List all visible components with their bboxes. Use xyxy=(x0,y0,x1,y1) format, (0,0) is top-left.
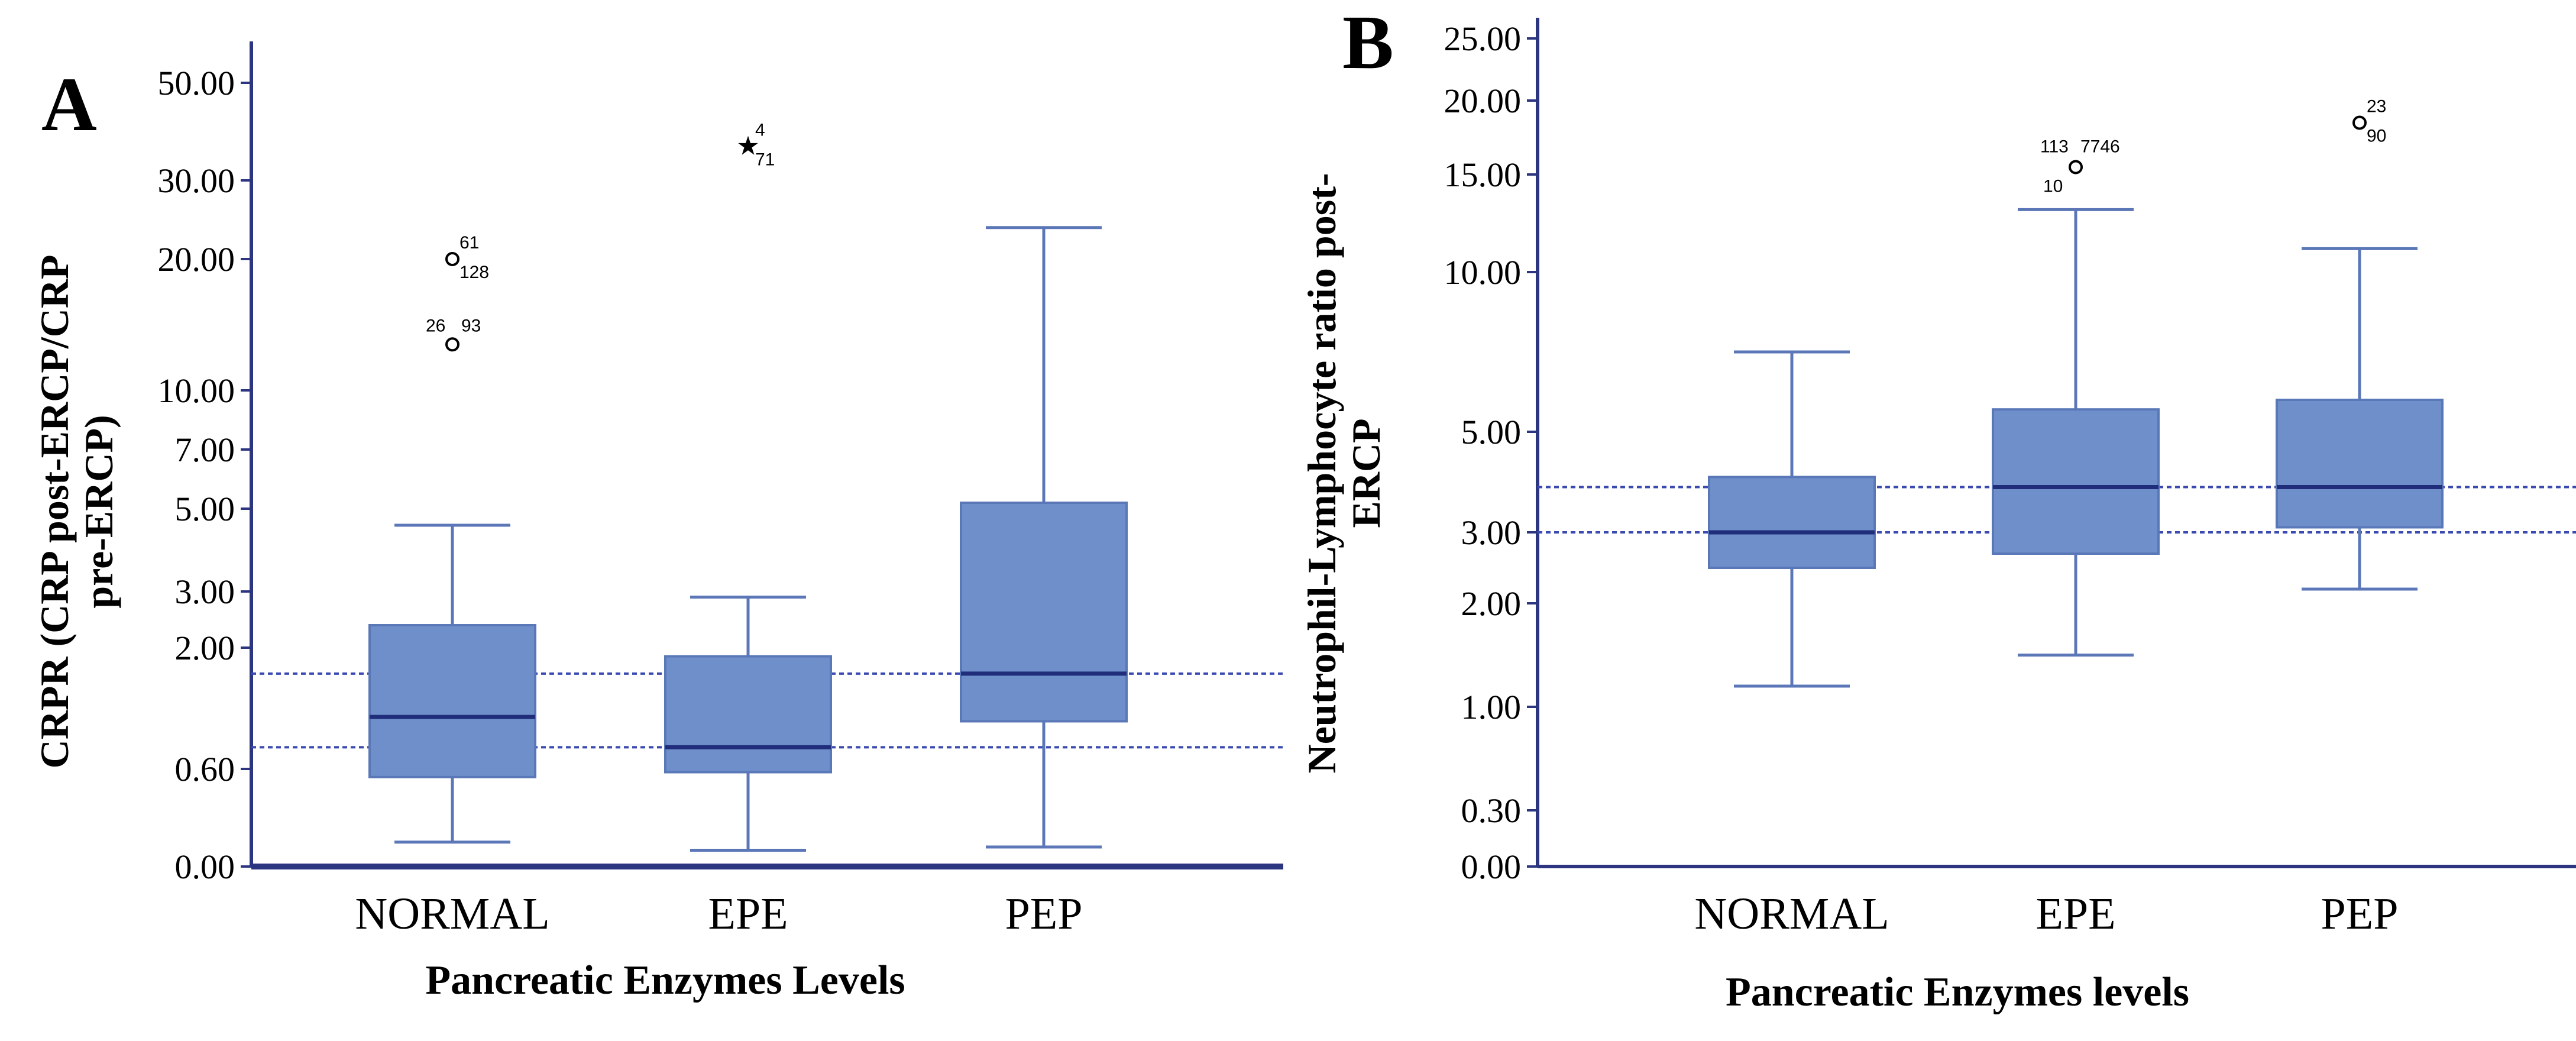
panel-a-outlier-label: 128 xyxy=(459,263,489,282)
panel-b-outlier-label: 10 xyxy=(2043,177,2063,196)
panel-a-x-tick-label: NORMAL xyxy=(355,889,549,939)
panel-a-y-axis-label-line2: pre-ERCP) xyxy=(76,415,121,608)
panel-b-y-axis-label-line2: ERCP xyxy=(1344,418,1389,528)
panel-b-box-epe xyxy=(1992,408,2160,555)
panel-a-outlier-star: ★ xyxy=(736,131,759,160)
panel-a-x-ticks: NORMAL EPE PEP xyxy=(355,889,1082,939)
panel-b-outlier-label: 90 xyxy=(2367,127,2386,146)
panel-b-x-tick-label: NORMAL xyxy=(1694,889,1889,939)
panel-a-outlier-label: 61 xyxy=(459,233,479,253)
panel-b-y-tick-label: 0.00 xyxy=(1461,848,1522,886)
panel-a-outlier-label: 93 xyxy=(461,316,481,335)
panel-b-plot-area: 113 7746 10 23 90 xyxy=(1536,18,2576,868)
panel-b-y-tick-label: 2.00 xyxy=(1461,584,1522,623)
panel-b-x-tick-label: PEP xyxy=(2321,889,2399,939)
panel-a-y-tick-label: 5.00 xyxy=(175,490,235,528)
panel-b-y-tick-label: 25.00 xyxy=(1444,20,1522,58)
panel-b-y-tick-label: 5.00 xyxy=(1461,413,1522,451)
panel-b-y-axis-label-line1: Neutrophil-Lymphocyte ratio post- xyxy=(1299,173,1344,774)
panel-a-letter: A xyxy=(41,62,97,147)
panel-a-outlier-circle xyxy=(445,337,459,352)
panel-b-y-tick-label: 15.00 xyxy=(1444,156,1522,194)
panel-b-y-tick-label: 20.00 xyxy=(1444,82,1522,120)
panel-b-outlier-circle xyxy=(2352,115,2367,130)
panel-a-y-tick-label: 7.00 xyxy=(175,431,235,469)
panel-b-y-tick-label: 1.00 xyxy=(1461,688,1522,726)
panel-b-x-axis-label: Pancreatic Enzymes levels xyxy=(1726,969,2189,1015)
panel-b-y-tick-label: 10.00 xyxy=(1444,253,1522,292)
panel-a-y-axis-label-line1: CRPR (CRP post-ERCP/CRP xyxy=(32,255,77,769)
panel-b-outlier-circle xyxy=(2069,160,2083,174)
panel-b-x-tick-label: EPE xyxy=(2035,889,2115,939)
panel-a-outlier-label: 26 xyxy=(426,316,445,335)
panel-a-y-tick-label: 30.00 xyxy=(158,161,235,200)
panel-b-box-pep xyxy=(2276,399,2444,529)
panel-b: B 0.00 0.30 1.00 2.00 3.00 5.00 10.00 15.00 20.0… xyxy=(1299,0,2576,1015)
panel-b-outlier-label: 23 xyxy=(2367,97,2386,117)
panel-b-x-ticks: NORMAL EPE PEP xyxy=(1694,889,2398,939)
panel-a-y-tick-label: 0.00 xyxy=(175,848,235,886)
panel-a-y-ticks: 0.00 0.60 2.00 3.00 5.00 7.00 10.00 20.00 30.00 5… xyxy=(158,64,251,886)
panel-a-y-tick-label: 50.00 xyxy=(158,64,235,102)
panel-a-y-tick-label: 0.60 xyxy=(175,750,235,788)
panel-a-y-tick-label: 3.00 xyxy=(175,573,235,611)
panel-a: A 0.00 0.60 2.00 3.00 5.00 7.00 10.00 20.00 30.0… xyxy=(32,41,1283,1003)
panel-a-box-pep xyxy=(960,502,1128,723)
panel-b-y-tick-label: 0.30 xyxy=(1461,791,1522,830)
panel-a-y-tick-label: 20.00 xyxy=(158,240,235,279)
panel-a-box-epe xyxy=(664,655,832,774)
panel-a-y-tick-label: 2.00 xyxy=(175,629,235,667)
panel-b-y-tick-label: 3.00 xyxy=(1461,513,1522,552)
panel-b-y-ticks: 0.00 0.30 1.00 2.00 3.00 5.00 10.00 15.00 20.00 2… xyxy=(1444,20,1538,886)
panel-b-outlier-label: 7746 xyxy=(2080,137,2120,157)
panel-a-y-tick-label: 10.00 xyxy=(158,371,235,410)
panel-a-outlier-label: 4 xyxy=(755,120,765,140)
panel-a-outlier-circle xyxy=(445,252,459,266)
panel-a-outlier-label: 71 xyxy=(755,150,775,169)
panel-b-letter: B xyxy=(1342,0,1394,85)
panel-a-box-normal xyxy=(368,624,536,778)
panel-a-x-tick-label: EPE xyxy=(708,889,788,939)
panel-b-outlier-label: 113 xyxy=(2040,137,2069,157)
panel-a-x-tick-label: PEP xyxy=(1005,889,1083,939)
panel-b-box-normal xyxy=(1708,476,1876,569)
panel-a-plot-area: 61 128 26 93 ★4 71 xyxy=(250,41,1283,869)
panel-a-x-axis-label: Pancreatic Enzymes Levels xyxy=(425,958,905,1003)
